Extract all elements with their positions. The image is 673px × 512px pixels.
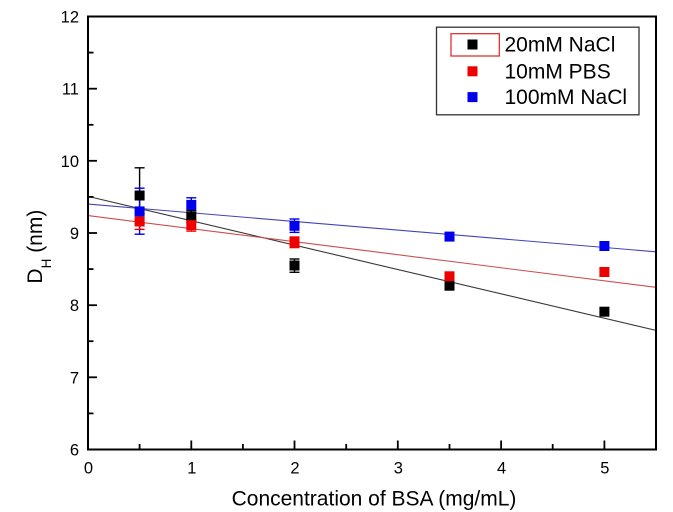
svg-text:9: 9 [70,225,79,243]
svg-text:4: 4 [497,459,506,477]
svg-text:6: 6 [70,442,79,460]
svg-text:10mM PBS: 10mM PBS [505,60,611,83]
svg-text:8: 8 [70,297,79,315]
svg-text:3: 3 [394,459,403,477]
svg-text:10: 10 [61,153,79,171]
svg-text:12: 12 [61,9,79,27]
svg-text:5: 5 [600,459,609,477]
svg-text:100mM NaCl: 100mM NaCl [505,86,628,109]
svg-text:0: 0 [84,459,93,477]
svg-text:2: 2 [290,459,299,477]
svg-text:7: 7 [70,369,79,387]
svg-text:1: 1 [187,459,196,477]
svg-text:20mM NaCl: 20mM NaCl [505,34,616,57]
svg-text:Concentration of BSA (mg/mL): Concentration of BSA (mg/mL) [232,488,517,511]
svg-text:11: 11 [62,81,79,99]
